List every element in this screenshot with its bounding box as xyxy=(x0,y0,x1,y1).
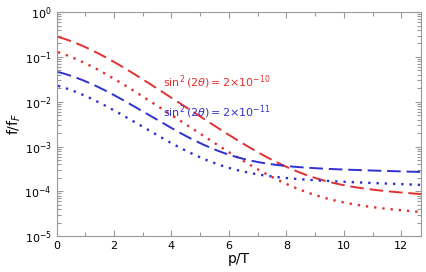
Text: $\sin^2(2\theta) = 2{\times}10^{-11}$: $\sin^2(2\theta) = 2{\times}10^{-11}$ xyxy=(162,104,270,121)
X-axis label: p/T: p/T xyxy=(227,252,249,267)
Text: $\sin^2(2\theta) = 2{\times}10^{-10}$: $\sin^2(2\theta) = 2{\times}10^{-10}$ xyxy=(162,73,270,91)
Y-axis label: f/f$_F$: f/f$_F$ xyxy=(6,113,23,135)
